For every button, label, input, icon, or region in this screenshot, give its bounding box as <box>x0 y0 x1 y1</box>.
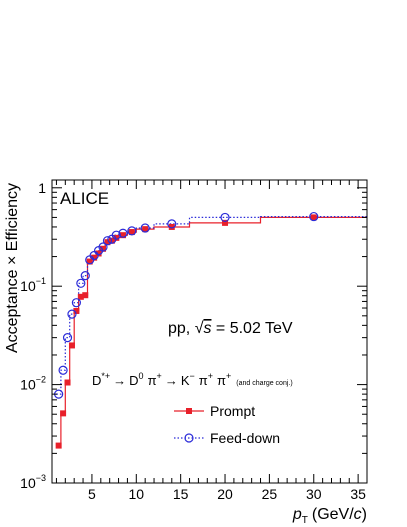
x-tick-label: 30 <box>306 486 322 502</box>
decay-chain-label: D*+ → D0 π+ → K− π+ π+(and charge conj.) <box>92 371 293 388</box>
prompt-data-point <box>100 245 107 252</box>
decay-arrow-2: → <box>165 373 178 388</box>
y-tick-label: 10−2 <box>20 375 46 393</box>
prompt-data-point <box>95 250 102 257</box>
x-tick-label: 35 <box>350 486 366 502</box>
prompt-data-point <box>222 219 229 226</box>
x-tick-label: 15 <box>173 486 189 502</box>
decay-pion-1-charge: + <box>157 371 162 381</box>
x-axis-unit-open: (GeV/ <box>312 506 354 523</box>
y-tick-base: 10 <box>20 475 36 491</box>
y-tick-label: 10−1 <box>20 276 46 294</box>
prompt-data-point <box>82 292 89 299</box>
legend-prompt-marker <box>186 408 192 414</box>
x-axis-var: p <box>292 506 302 523</box>
feeddown-data-point <box>98 242 108 252</box>
decay-pion-2: π <box>199 373 208 388</box>
system-prefix: pp, <box>168 320 195 337</box>
prompt-data-point <box>77 293 84 300</box>
y-tick-exponent: −2 <box>36 375 46 385</box>
prompt-data-point <box>310 214 317 221</box>
feeddown-data-point <box>67 309 77 319</box>
legend: Prompt Feed-down <box>174 403 280 446</box>
prompt-data-point <box>119 232 126 239</box>
prompt-data-point <box>91 254 98 261</box>
sqrt-s-label: s <box>203 320 211 337</box>
plot-frame <box>51 179 368 484</box>
prompt-data-point <box>60 410 67 417</box>
feeddown-data-point <box>62 333 73 343</box>
decay-kaon-charge: − <box>189 371 194 381</box>
y-tick-base: 10 <box>20 377 36 393</box>
feeddown-data-point <box>102 236 113 246</box>
experiment-label: ALICE <box>60 189 109 208</box>
y-axis-title: Acceptance × Efficiency <box>4 183 21 353</box>
x-tick-label: 10 <box>129 486 145 502</box>
decay-dstar-charge: *+ <box>101 371 110 381</box>
x-axis-unit-c: c <box>354 506 362 523</box>
prompt-data-point <box>68 342 75 349</box>
x-axis-title: pT (GeV/c) <box>292 506 367 526</box>
feeddown-data-point <box>80 271 90 281</box>
legend-feeddown-label: Feed-down <box>210 430 280 446</box>
feeddown-data-point <box>118 228 128 238</box>
feeddown-data-point <box>309 211 319 222</box>
prompt-data-point <box>55 442 62 449</box>
feeddown-data-point <box>220 212 230 223</box>
y-tick-exponent: −1 <box>36 276 46 286</box>
prompt-data-point <box>128 229 135 236</box>
decay-pion-2-charge: + <box>208 371 213 381</box>
feeddown-data-point <box>58 365 68 375</box>
feeddown-data-point <box>111 230 121 240</box>
collision-system-label: pp, √s = 5.02 TeV <box>168 320 293 337</box>
prompt-data-point <box>64 379 71 386</box>
feeddown-data-point <box>127 226 137 236</box>
legend-feeddown-marker <box>184 433 194 443</box>
sqrt-symbol: √ <box>195 320 204 337</box>
decay-arrow-1: → <box>113 373 126 388</box>
prompt-data-point <box>104 239 111 246</box>
decay-d0-charge: 0 <box>139 371 144 381</box>
prompt-data-point <box>142 226 149 233</box>
y-tick-label: 1 <box>38 180 46 196</box>
prompt-data-point <box>113 234 120 241</box>
decay-pion-3: π <box>217 373 226 388</box>
feeddown-data-point <box>76 278 86 288</box>
feeddown-data-point <box>140 223 150 233</box>
x-tick-label: 20 <box>217 486 233 502</box>
prompt-data-point <box>73 307 80 314</box>
feeddown-data-point <box>167 219 177 229</box>
feeddown-data-point <box>71 298 82 308</box>
energy-label: = 5.02 TeV <box>211 320 292 337</box>
y-tick-base: 10 <box>20 278 36 294</box>
decay-pion-3-charge: + <box>226 371 231 381</box>
decay-d0: D <box>129 373 138 388</box>
prompt-data-point <box>86 258 93 265</box>
charge-conjugate-note: (and charge conj.) <box>236 380 292 387</box>
x-tick-label: 5 <box>88 486 96 502</box>
decay-kaon: K <box>181 373 190 388</box>
y-tick-exponent: −3 <box>36 473 46 483</box>
x-tick-label: 25 <box>262 486 278 502</box>
decay-pion-1: π <box>148 373 157 388</box>
marker-layer <box>54 211 319 449</box>
x-axis-var-sub: T <box>302 515 308 526</box>
prompt-data-point <box>168 223 175 230</box>
y-tick-label: 10−3 <box>20 473 46 491</box>
legend-prompt-label: Prompt <box>210 403 255 419</box>
decay-dstar: D <box>92 373 101 388</box>
x-axis-unit-close: ) <box>362 506 367 523</box>
